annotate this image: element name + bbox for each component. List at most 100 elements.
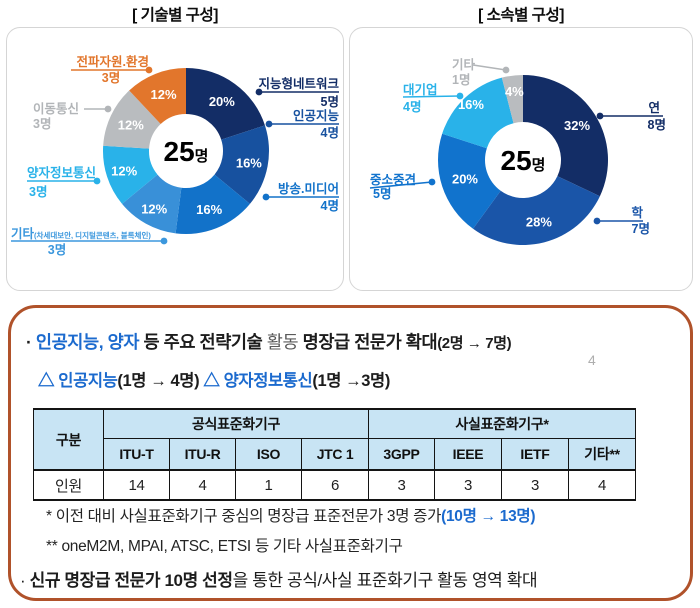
donut-slice-5 [103,90,161,149]
val-ietf: 3 [501,469,569,501]
standards-table: 구분 공식표준화기구 사실표준화기구* ITU-T ITU-R ISO JTC … [33,408,637,501]
footnote-2-text: ** oneM2M, MPAI, ATSC, ETSI 등 기타 사실표준화기구 [46,538,403,555]
slice-count: 7명 [632,221,650,236]
val-itu-r: 4 [169,469,236,501]
donut-slice-4 [501,75,523,124]
donut-slice-0 [523,75,608,197]
summary-line2-quantum: △ 양자정보통신 [199,372,313,390]
leader-dot [262,193,270,201]
slice-label: 방송.미디어 [278,181,339,196]
slice-label: 기타(차세대보안, 디지털콘텐츠, 블록체인) [11,226,151,241]
percent-label: 12% [118,118,144,133]
leader-dot [104,105,112,113]
slice-label: 학 [631,205,643,220]
val-ieee: 3 [434,469,502,501]
val-3gpp: 3 [368,469,435,501]
bullet2-prefix: · [20,571,30,590]
slice-label: 양자정보통신 [27,165,96,180]
slice-count: 3명 [48,242,66,257]
slice-label: 전파자원.환경 [77,54,149,69]
bullet2-rest: 을 통한 공식/사실 표준화기구 활동 영역 확대 [232,571,538,590]
leader-dot [502,66,510,74]
donut-slice-1 [473,176,600,245]
table-row: 인원 14 4 1 6 3 3 3 4 [33,469,637,501]
row-label: 인원 [33,469,104,501]
slice-count: 4명 [321,198,339,213]
summary-line2-ai: △ 인공지능 [38,372,118,390]
table-group-official: 공식표준화기구 [103,408,369,439]
slice-count: 1명 [452,72,470,87]
bullet2-bold: 신규 명장급 전문가 10명 선정 [29,571,233,590]
col-etc: 기타** [567,438,637,471]
col-itu-r: ITU-R [169,438,236,471]
tech-chart-title: [ 기술별 구성] [132,7,218,24]
leader-dot [456,92,464,100]
donut-center-label: 25명 [501,145,546,176]
donut-slice-2 [175,174,250,234]
table-corner-header: 구분 [33,408,104,471]
percent-label: 4% [505,84,524,99]
donut-slice-3 [122,174,182,234]
val-etc: 4 [567,469,637,501]
donut-slice-6 [129,68,186,125]
summary-line1-paren: (2명 → 7명) [437,335,512,352]
summary-line1: · 인공지능, 양자 등 주요 전략기술 활동 명장급 전문가 확대(2명 → … [26,329,512,354]
col-3gpp: 3GPP [368,438,435,471]
summary-line2-quantum-paren: (1명 →3명) [312,372,390,390]
affiliation-chart-title: [ 소속별 구성] [478,7,564,24]
percent-label: 12% [141,201,167,216]
summary-line1-keyword: 인공지능, 양자 [31,332,140,352]
col-jtc1: JTC 1 [301,438,369,471]
summary-line2: △ 인공지능(1명 → 4명) △ 양자정보통신(1명 →3명) [38,367,390,391]
affiliation-chart-panel: 32% 28% 20% 16% 4% 연 8명 학 7명 중소중견 5명 대기업 4명 기타 1명 25명 [349,27,693,291]
col-itu-t: ITU-T [103,438,170,471]
slice-label: 이동통신 [33,101,79,116]
slice-count: 5명 [373,186,391,201]
footnote-1-text: * 이전 대비 사실표준화기구 중심의 명장급 표준전문가 3명 증가 [46,508,442,525]
slice-label: 지능형네트워크 [258,76,339,91]
donut-slice-2 [438,133,501,229]
leader-dot [93,177,101,185]
summary-bullet-2: · 신규 명장급 전문가 10명 선정을 통한 공식/사실 표준화기구 활동 영… [20,566,538,591]
slice-count: 4명 [403,99,421,114]
footnote-2: ** oneM2M, MPAI, ATSC, ETSI 등 기타 사실표준화기구 [46,534,403,556]
leader-line [472,64,507,71]
val-itu-t: 14 [103,469,170,501]
percent-label: 16% [458,97,484,112]
table-group-defacto: 사실표준화기구* [367,408,637,439]
bullet-mark: · [26,332,32,352]
donut-slice-1 [214,125,269,204]
col-ietf: IETF [501,438,569,471]
footnote-1: * 이전 대비 사실표준화기구 중심의 명장급 표준전문가 3명 증가(10명 … [46,504,536,526]
percent-label: 16% [236,155,262,170]
leader-line [402,95,461,98]
donut-slice-4 [102,145,158,204]
slice-label: 중소중견 [370,172,416,187]
percent-label: 32% [564,118,590,133]
percent-label: 12% [151,87,177,102]
leader-dot [265,120,273,128]
slice-label: 기타 [452,57,476,72]
donut-slice-0 [186,68,265,140]
slice-count: 3명 [102,70,120,85]
donut-slice-3 [442,77,514,149]
leader-dot [428,178,436,186]
slice-count: 4명 [321,125,339,140]
leader-dot [160,237,168,245]
leader-dot [255,88,263,96]
col-ieee: IEEE [434,438,502,471]
slice-count: 5명 [321,94,339,109]
slice-label: 인공지능 [293,108,340,123]
donut-center-label: 25명 [164,136,209,167]
summary-line2-ai-paren: (1명 → 4명) [117,372,200,390]
footnote-1-highlight: (10명 → 13명) [441,508,536,525]
slice-label: 연 [648,100,660,115]
percent-label: 20% [452,171,478,186]
col-iso: ISO [235,438,302,471]
summary-box: · 인공지능, 양자 등 주요 전략기술 활동 명장급 전문가 확대(2명 → … [8,305,693,601]
percent-label: 20% [209,94,235,109]
slice-count: 3명 [29,184,47,199]
summary-line1-gray: 활동 [266,332,299,352]
